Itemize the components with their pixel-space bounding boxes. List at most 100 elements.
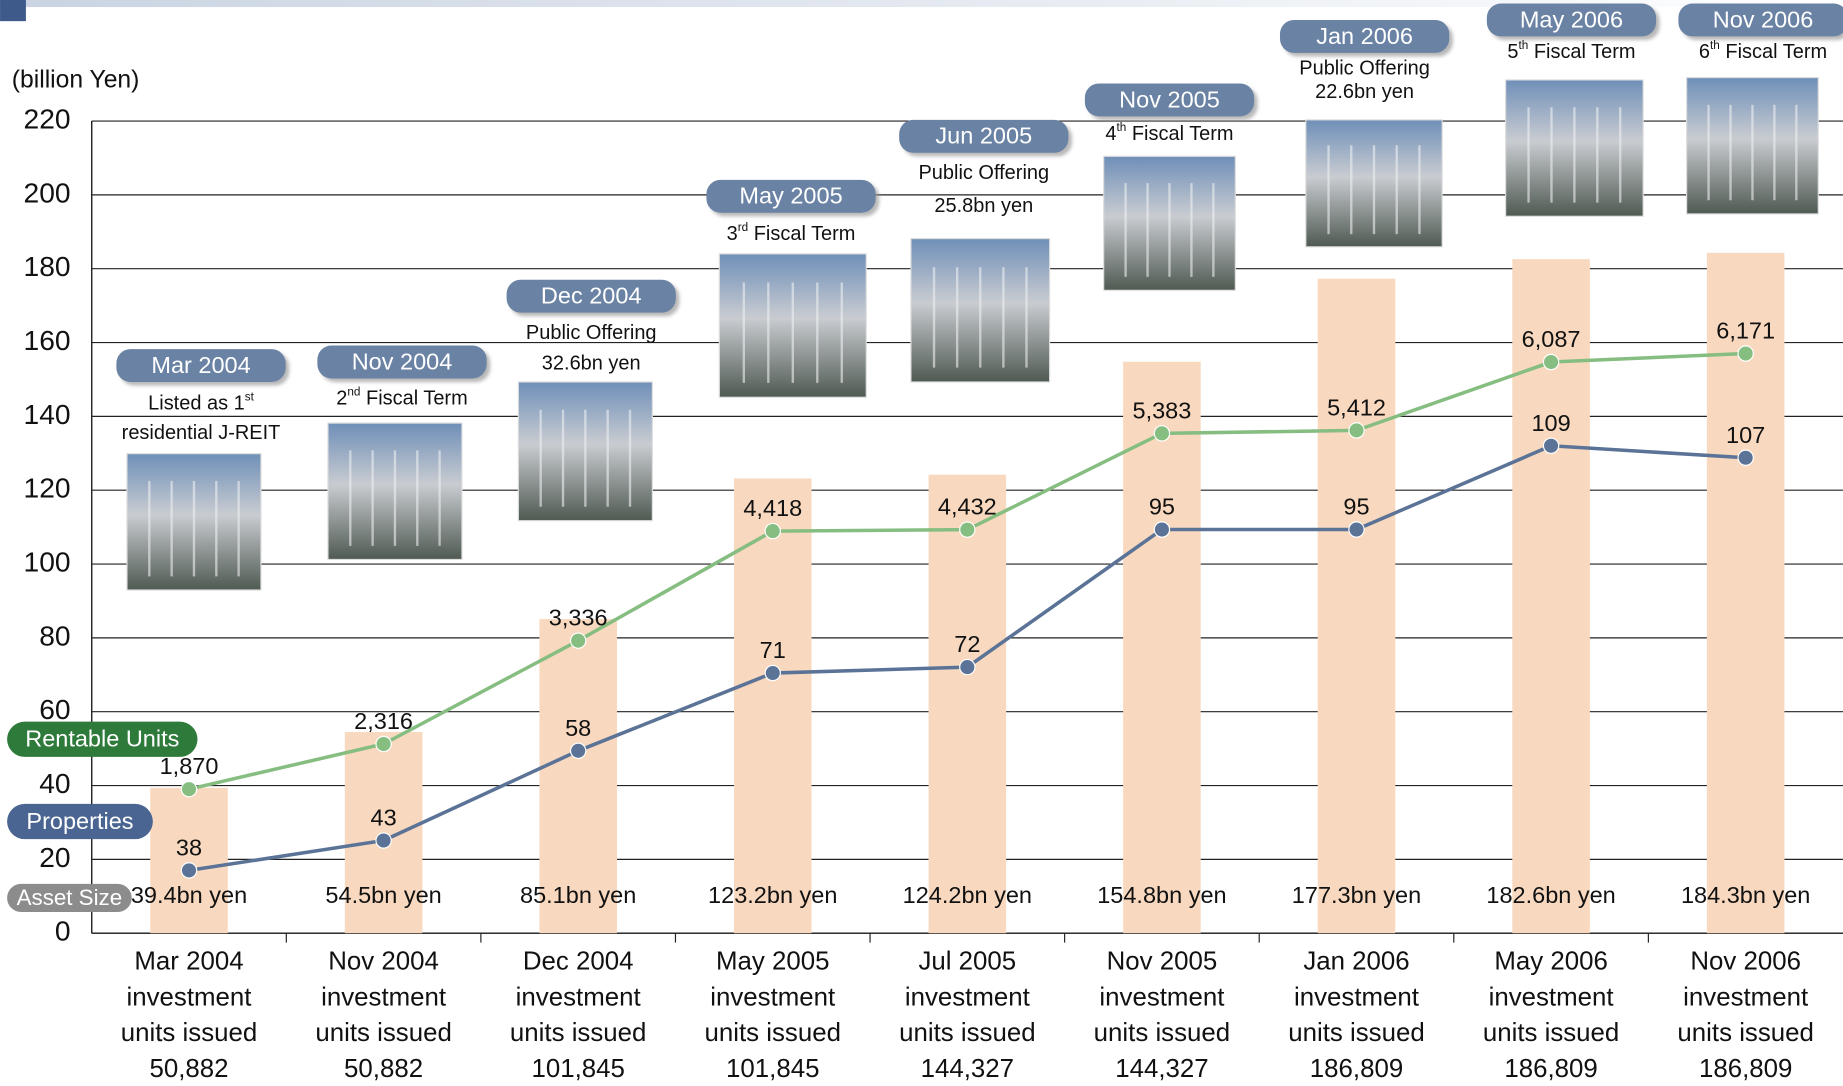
milestone-text-part: 5	[1507, 41, 1518, 63]
y-tick-label: 160	[24, 324, 71, 356]
point-value-label: 4,432	[938, 494, 997, 520]
y-tick-label: 20	[39, 841, 70, 873]
x-tick-label: units issued	[510, 1019, 646, 1047]
top-strip	[0, 0, 1843, 8]
bar-value-label: 154.8bn yen	[1097, 882, 1226, 908]
legend-label: Rentable Units	[25, 726, 179, 752]
point-value-label: 71	[760, 637, 786, 663]
milestone-text-part: th	[1518, 39, 1528, 52]
point	[1153, 521, 1171, 538]
milestone-badge	[1084, 83, 1255, 117]
milestone-text: residential J-REIT	[122, 422, 281, 444]
point-value-label: 95	[1149, 494, 1175, 520]
x-tick-label: investment	[1099, 983, 1224, 1011]
milestone-date: Nov 2005	[1119, 86, 1220, 112]
x-tick-label: units issued	[899, 1019, 1035, 1047]
bar	[733, 478, 812, 934]
point	[569, 632, 587, 649]
milestone-text: Public Offering	[918, 162, 1049, 184]
point-value-label: 107	[1726, 422, 1765, 448]
milestone-date: Nov 2004	[352, 348, 453, 374]
point	[959, 658, 976, 676]
point	[569, 742, 587, 760]
y-tick-label: 60	[39, 693, 70, 725]
x-tick-label: units issued	[705, 1019, 841, 1047]
x-tick-label: 50,882	[344, 1055, 423, 1083]
milestone-text: 22.6bn yen	[1315, 81, 1414, 103]
milestone-date: May 2005	[739, 183, 842, 209]
milestone-text-part: Fiscal Term	[1720, 41, 1827, 63]
milestone-badge	[1486, 3, 1657, 37]
milestone-text-part: Fiscal Term	[360, 388, 467, 410]
milestone-text-part: Listed as 1	[148, 393, 245, 415]
bar	[1123, 361, 1201, 934]
x-tick-label: units issued	[1677, 1019, 1813, 1047]
milestone-text-part: Fiscal Term	[748, 223, 855, 245]
x-tick-label: units issued	[1288, 1019, 1424, 1047]
point-value-label: 58	[565, 715, 591, 741]
x-tick-label: investment	[905, 983, 1030, 1011]
point-value-label: 38	[176, 834, 202, 860]
milestone-badge	[1678, 3, 1843, 37]
milestone-text-part: 6	[1699, 41, 1710, 63]
milestone-text-part: th	[1117, 121, 1127, 134]
milestone-text: 2nd Fiscal Term	[336, 386, 467, 410]
legend-label: Asset Size	[17, 885, 122, 910]
point-value-label: 43	[371, 805, 397, 831]
milestone-text-part: rd	[738, 221, 748, 234]
milestone-text: Listed as 1st	[148, 390, 254, 414]
bar-value-label: 54.5bn yen	[325, 882, 441, 908]
point-value-label: 1,870	[160, 753, 219, 779]
milestone-text: 32.6bn yen	[542, 353, 641, 375]
bar	[928, 474, 1007, 934]
milestone-date: Jan 2006	[1316, 23, 1413, 49]
milestone-text-part: th	[1710, 39, 1720, 52]
point	[1348, 422, 1365, 439]
milestone-date: Jun 2005	[935, 123, 1032, 149]
point-value-label: 95	[1343, 494, 1369, 520]
point	[1153, 425, 1171, 442]
x-tick-label: investment	[710, 983, 835, 1011]
x-tick-label: 144,327	[1115, 1055, 1208, 1083]
point	[1737, 449, 1754, 466]
milestone-text: Public Offering	[1299, 58, 1430, 80]
milestone-text: 25.8bn yen	[934, 195, 1033, 217]
x-tick-label: units issued	[1483, 1019, 1619, 1047]
milestone-date: Dec 2004	[541, 283, 642, 309]
bar-value-label: 39.4bn yen	[131, 882, 247, 908]
point	[1737, 345, 1754, 362]
point-value-label: 5,412	[1327, 394, 1386, 420]
point	[1542, 353, 1560, 371]
milestone-text: Public Offering	[526, 322, 657, 344]
x-tick-label: investment	[127, 983, 252, 1011]
milestone-text-part: nd	[347, 386, 360, 399]
y-tick-label: 180	[24, 250, 71, 282]
milestone-text: 5th Fiscal Term	[1507, 39, 1635, 63]
bar-value-label: 182.6bn yen	[1486, 882, 1615, 908]
point-value-label: 3,336	[549, 605, 608, 631]
x-tick-label: investment	[516, 983, 641, 1011]
y-tick-label: 40	[39, 767, 70, 799]
bar-value-label: 177.3bn yen	[1292, 882, 1421, 908]
point	[375, 832, 392, 849]
point-value-label: 6,087	[1522, 326, 1581, 352]
bar	[1706, 252, 1785, 934]
x-tick-label: 186,809	[1310, 1055, 1403, 1083]
point-value-label: 2,316	[354, 708, 413, 734]
y-tick-label: 220	[24, 103, 71, 135]
bar-value-label: 184.3bn yen	[1681, 882, 1810, 908]
bar	[539, 619, 617, 934]
x-tick-label: Jul 2005	[918, 947, 1016, 975]
milestone-text-part: Fiscal Term	[1126, 123, 1233, 145]
point-value-label: 4,418	[743, 495, 802, 521]
point-value-label: 109	[1531, 410, 1570, 436]
point	[1542, 437, 1560, 455]
legend-badge	[7, 721, 198, 757]
bar-value-label: 124.2bn yen	[903, 882, 1032, 908]
y-axis-label: (billion Yen)	[12, 67, 140, 94]
legend-badge	[7, 803, 153, 840]
x-tick-label: Dec 2004	[523, 947, 634, 975]
milestone-date: May 2006	[1520, 6, 1623, 32]
point	[180, 862, 198, 879]
